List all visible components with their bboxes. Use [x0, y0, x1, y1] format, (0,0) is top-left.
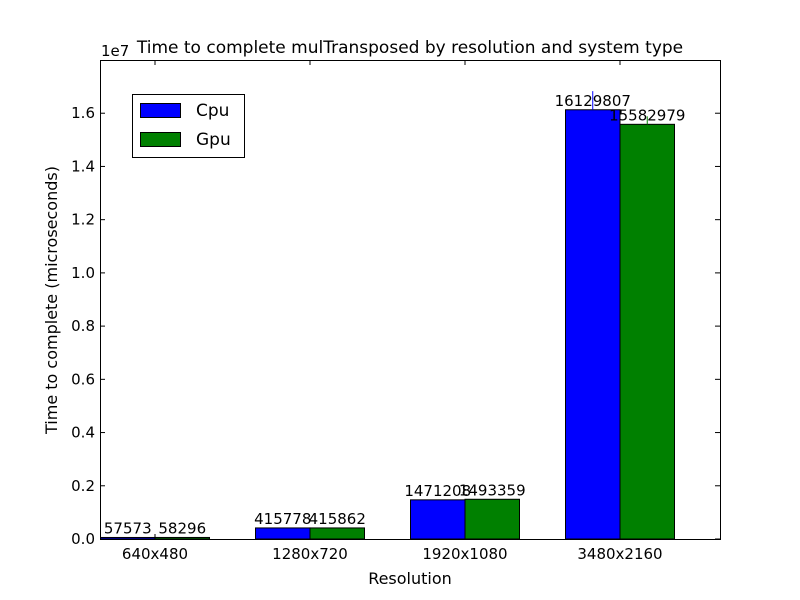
- bar-gpu-1920x1080: [464, 498, 520, 540]
- bar-cpu-3480x2160: [565, 109, 621, 540]
- plot-frame: [100, 60, 721, 540]
- bar-cpu-1920x1080: [410, 499, 466, 540]
- x-tick-label: 1280x720: [272, 545, 348, 563]
- x-tick-label: 640x480: [122, 545, 188, 563]
- bar-gpu-640x480: [154, 536, 210, 540]
- x-tick-label: 1920x1080: [422, 545, 507, 563]
- legend-swatch-cpu: [140, 103, 181, 118]
- y-scale-note: 1e7: [101, 42, 129, 60]
- data-label-gpu-640x480: 58296: [158, 519, 206, 537]
- bar-cpu-640x480: [100, 536, 156, 540]
- legend-swatch-gpu: [140, 132, 181, 147]
- bar-gpu-3480x2160: [619, 123, 675, 540]
- x-axis-label: Resolution: [368, 569, 452, 588]
- data-label-cpu-1920x1080: 1471208: [404, 482, 471, 500]
- y-tick-label: 0.0: [71, 530, 95, 548]
- data-label-gpu-1920x1080: 1493359: [459, 481, 526, 499]
- data-labels-layer: 57573 415778 1471208 16129807 58296 415862 149…: [104, 92, 686, 538]
- chart-title: Time to complete mulTransposed by resolu…: [136, 38, 683, 58]
- legend-label-gpu: Gpu: [196, 130, 231, 150]
- x-tick-label: 3480x2160: [577, 545, 662, 563]
- error-bars-layer: [592, 91, 648, 125]
- bar-gpu-1280x720: [309, 527, 365, 540]
- legend-label-cpu: Cpu: [196, 101, 229, 121]
- y-tick-label: 1.6: [71, 104, 95, 122]
- y-tick-label: 1.4: [71, 157, 95, 175]
- y-tick-label: 1.0: [71, 264, 95, 282]
- x-ticks-layer: 640x480 1280x720 1920x1080 3480x2160: [122, 60, 663, 563]
- y-tick-label: 0.4: [71, 424, 95, 442]
- y-tick-label: 0.8: [71, 317, 95, 335]
- y-tick-label: 1.2: [71, 211, 95, 229]
- y-tick-label: 0.2: [71, 477, 95, 495]
- data-label-gpu-1280x720: 415862: [309, 510, 366, 528]
- data-label-cpu-1280x720: 415778: [254, 510, 311, 528]
- data-label-gpu-3480x2160: 15582979: [609, 106, 685, 124]
- y-axis-label: Time to complete (microseconds): [42, 166, 61, 435]
- data-label-cpu-3480x2160: 16129807: [555, 92, 631, 110]
- bar-cpu-1280x720: [255, 527, 311, 540]
- y-ticks-layer: 0.0 0.2 0.4 0.6 0.8 1.0 1.2 1.4 1.6: [71, 104, 720, 548]
- y-tick-label: 0.6: [71, 370, 95, 388]
- bars-layer: [100, 109, 675, 540]
- legend: Cpu Gpu: [132, 94, 245, 158]
- data-label-cpu-640x480: 57573: [104, 519, 152, 537]
